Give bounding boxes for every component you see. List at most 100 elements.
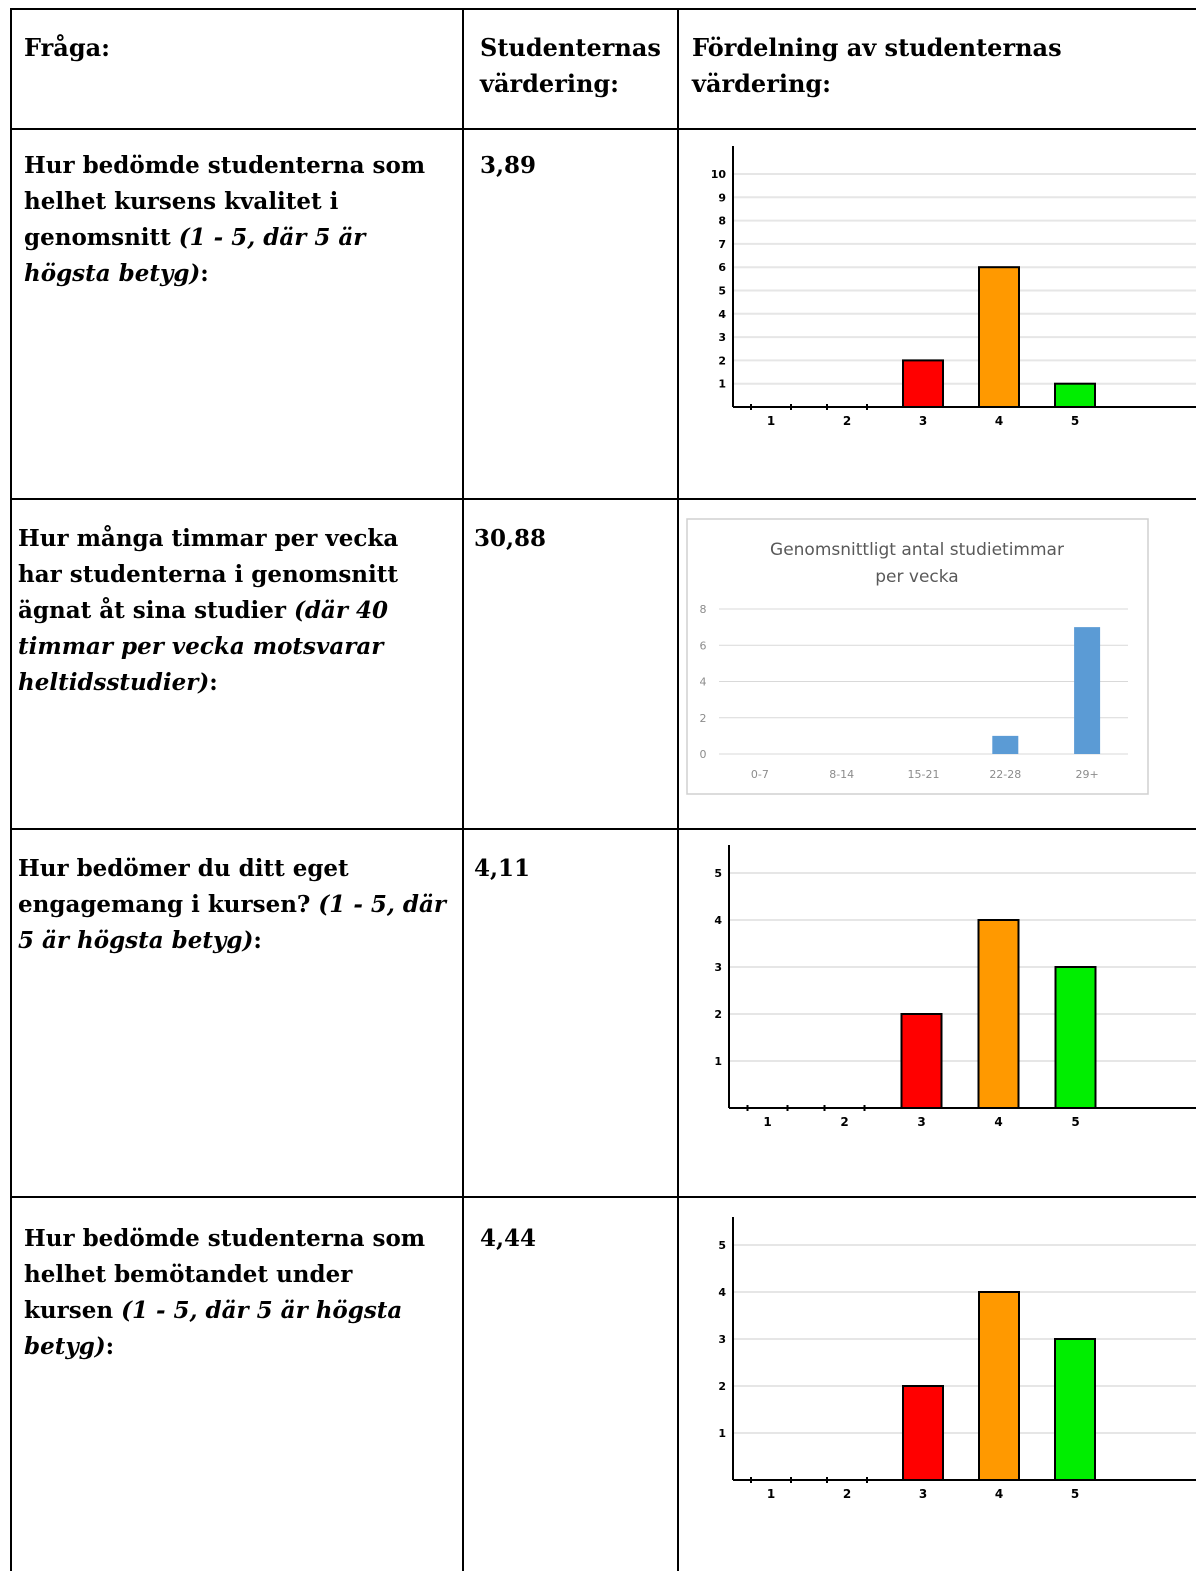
chart-frame	[686, 518, 1149, 795]
x-tick-label: 15-21	[908, 768, 940, 781]
bar	[1054, 966, 1097, 1109]
x-tick-label: 3	[917, 1115, 925, 1129]
x-tick-label: 22-28	[989, 768, 1021, 781]
y-tick-label: 4	[718, 1286, 726, 1299]
column-divider	[462, 8, 464, 1571]
bar	[992, 735, 1019, 754]
table-border-left	[10, 8, 12, 1571]
bar	[1054, 382, 1096, 408]
y-tick-label: 5	[718, 285, 726, 298]
x-tick-label: 29+	[1075, 768, 1098, 781]
y-tick-label: 2	[718, 1380, 726, 1393]
question-text: Hur bedömde studenterna som helhet kurse…	[24, 148, 449, 292]
chart-engagement: 1 2 3 4 5 1 2 3 4 5	[688, 840, 1196, 1140]
header-rating: Studenternas värdering:	[480, 30, 670, 102]
header-distribution-label: Fördelning av studenternas värdering:	[692, 33, 1062, 98]
question-end: :	[200, 260, 209, 287]
chart-quality-svg: 1 2 3 4 5 6 7 8 9 10 1 2 3 4 5	[711, 146, 1196, 428]
question-italic: (där 40 timmar per vecka motsvarar helti…	[18, 597, 388, 696]
chart-engagement-svg: 1 2 3 4 5 1 2 3 4 5	[714, 845, 1196, 1129]
y-tick-label: 4	[718, 308, 726, 321]
y-tick-label: 2	[718, 354, 726, 367]
question-plain: Hur bedömde studenterna som helhet bemöt…	[24, 1225, 426, 1324]
chart-treatment: 1 2 3 4 5 1 2 3 4 5	[688, 1212, 1196, 1512]
x-tick-label: 1	[763, 1115, 771, 1129]
bar	[978, 266, 1020, 408]
y-tick-label: 1	[714, 1055, 722, 1068]
rating-value: 3,89	[480, 148, 536, 184]
column-divider	[677, 8, 679, 1571]
y-tick-label: 8	[718, 215, 726, 228]
y-tick-label: 2	[714, 1008, 722, 1021]
table-border-top	[10, 8, 1196, 10]
y-tick-label: 9	[718, 191, 726, 204]
header-question: Fråga:	[24, 30, 444, 66]
question-text: Hur bedömer du ditt eget engagemang i ku…	[18, 851, 450, 959]
question-end: :	[209, 669, 218, 696]
bar	[977, 919, 1020, 1109]
x-tick-label: 5	[1071, 1487, 1079, 1501]
x-tick-label: 3	[919, 1487, 927, 1501]
x-tick-label: 2	[843, 1487, 851, 1501]
y-tick-label: 3	[714, 961, 722, 974]
y-tick-label: 10	[711, 168, 727, 181]
bar	[1054, 1338, 1096, 1481]
row-divider	[10, 828, 1196, 830]
y-tick-label: 7	[718, 238, 726, 251]
question-plain: Hur bedömde studenterna som helhet kurse…	[24, 152, 426, 251]
x-tick-label: 5	[1071, 1115, 1079, 1129]
y-tick-label: 5	[718, 1239, 726, 1252]
bar	[902, 1385, 944, 1481]
x-tick-label: 0-7	[751, 768, 769, 781]
bar	[1074, 627, 1101, 754]
question-text: Hur många timmar per vecka har studenter…	[18, 521, 450, 701]
rating-value-text: 4,44	[480, 1225, 537, 1252]
rating-value: 4,44	[480, 1221, 536, 1257]
rating-value: 30,88	[474, 521, 546, 557]
bar	[978, 1291, 1020, 1481]
question-italic: (1 - 5, där 5 är högsta betyg)	[24, 1297, 403, 1360]
x-tick-label: 2	[843, 414, 851, 428]
y-tick-label: 0	[700, 748, 707, 761]
row-divider	[10, 128, 1196, 130]
y-tick-label: 6	[700, 639, 707, 652]
row-divider	[10, 498, 1196, 500]
question-plain: Hur bedömer du ditt eget engagemang i ku…	[18, 855, 349, 918]
chart-treatment-svg: 1 2 3 4 5 1 2 3 4 5	[718, 1217, 1196, 1501]
x-tick-label: 4	[994, 1115, 1002, 1129]
y-tick-label: 4	[714, 914, 722, 927]
bar	[900, 1013, 943, 1109]
chart-title-line: per vecka	[875, 567, 958, 587]
y-tick-label: 6	[718, 261, 726, 274]
y-tick-label: 8	[700, 603, 707, 616]
rating-value-text: 30,88	[474, 525, 547, 552]
x-tick-label: 1	[767, 1487, 775, 1501]
chart-quality: 1 2 3 4 5 6 7 8 9 10 1 2 3 4 5	[688, 140, 1196, 440]
chart-study-hours-svg: Genomsnittligt antal studietimmar per vec…	[686, 518, 1149, 795]
y-tick-label: 5	[714, 867, 722, 880]
rating-value-text: 3,89	[480, 152, 537, 179]
chart-study-hours: Genomsnittligt antal studietimmar per vec…	[686, 518, 1149, 795]
x-tick-label: 5	[1071, 414, 1079, 428]
question-end: :	[105, 1333, 115, 1360]
x-tick-label: 8-14	[829, 768, 854, 781]
x-tick-label: 3	[919, 414, 927, 428]
row-divider	[10, 1196, 1196, 1198]
y-tick-label: 1	[718, 1427, 726, 1440]
x-tick-label: 1	[767, 414, 775, 428]
x-tick-label: 2	[840, 1115, 848, 1129]
question-plain: Hur många timmar per vecka har studenter…	[18, 525, 399, 624]
chart-title-line: Genomsnittligt antal studietimmar	[770, 540, 1064, 560]
rating-value-text: 4,11	[474, 855, 531, 882]
y-tick-label: 3	[718, 1333, 726, 1346]
header-rating-label: Studenternas värdering:	[480, 33, 661, 98]
question-end: :	[253, 927, 262, 954]
question-text: Hur bedömde studenterna som helhet bemöt…	[24, 1221, 449, 1365]
y-tick-label: 3	[718, 331, 726, 344]
question-italic: (1 - 5, där 5 är högsta betyg)	[18, 891, 446, 954]
rating-value: 4,11	[474, 851, 530, 887]
y-tick-label: 2	[700, 712, 707, 725]
y-tick-label: 4	[700, 676, 707, 689]
x-tick-label: 4	[995, 414, 1003, 428]
